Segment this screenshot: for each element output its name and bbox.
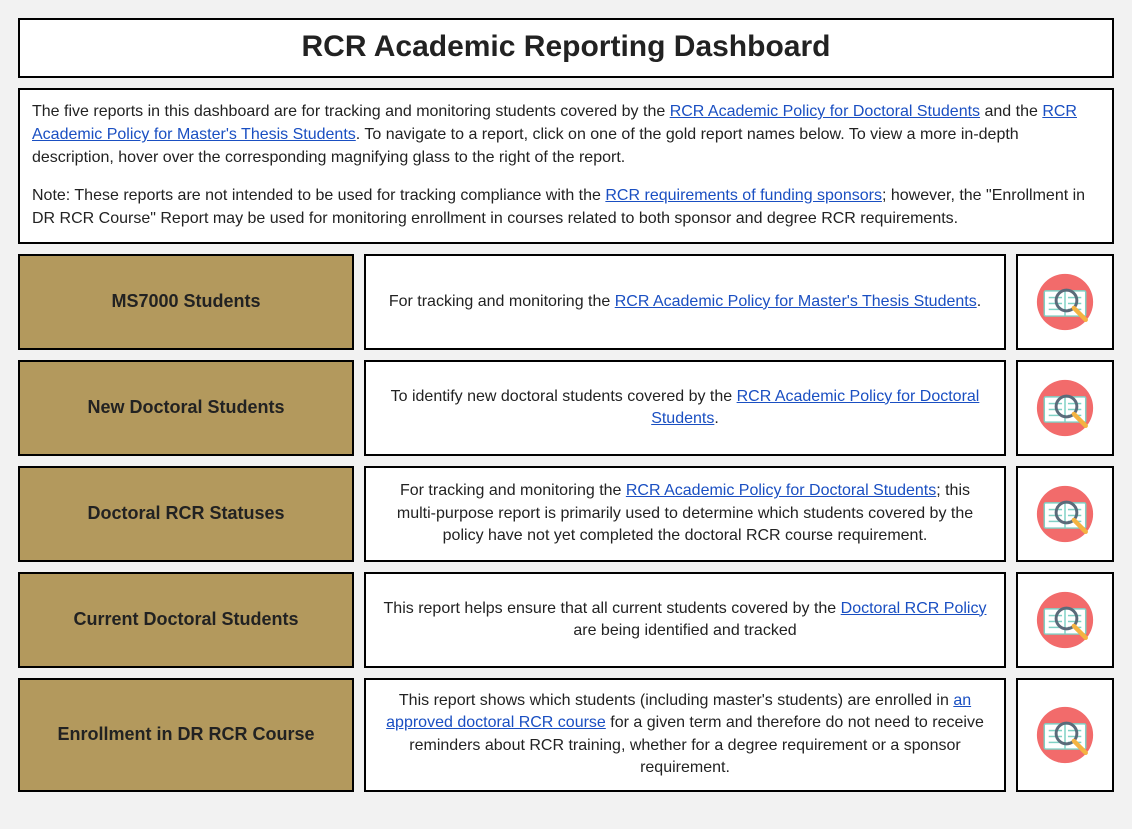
link-sponsor-requirements[interactable]: RCR requirements of funding sponsors	[605, 187, 882, 204]
magnifying-glass-icon	[1028, 371, 1102, 445]
dashboard-container: RCR Academic Reporting Dashboard The fiv…	[18, 18, 1114, 792]
magnifying-glass-icon	[1028, 265, 1102, 339]
report-label-enrollment[interactable]: Enrollment in DR RCR Course	[18, 678, 354, 792]
desc-text: For tracking and monitoring the	[389, 293, 615, 310]
magnify-detail-button[interactable]	[1016, 360, 1114, 456]
report-description: To identify new doctoral students covere…	[364, 360, 1006, 456]
report-description: For tracking and monitoring the RCR Acad…	[364, 254, 1006, 350]
magnify-detail-button[interactable]	[1016, 678, 1114, 792]
report-row: Enrollment in DR RCR Course This report …	[18, 678, 1114, 792]
magnify-detail-button[interactable]	[1016, 254, 1114, 350]
report-label-text: Current Doctoral Students	[73, 609, 298, 630]
report-description: For tracking and monitoring the RCR Acad…	[364, 466, 1006, 562]
magnifying-glass-icon	[1028, 698, 1102, 772]
report-label-doctoral-statuses[interactable]: Doctoral RCR Statuses	[18, 466, 354, 562]
intro-paragraph-2: Note: These reports are not intended to …	[32, 184, 1100, 230]
link-doctoral-policy[interactable]: RCR Academic Policy for Doctoral Student…	[626, 482, 936, 499]
report-label-text: Enrollment in DR RCR Course	[57, 724, 314, 745]
intro-box: The five reports in this dashboard are f…	[18, 88, 1114, 244]
intro-text: and the	[980, 103, 1042, 120]
desc-text: This report helps ensure that all curren…	[384, 600, 841, 617]
report-label-text: MS7000 Students	[111, 291, 260, 312]
link-doctoral-policy[interactable]: RCR Academic Policy for Doctoral Student…	[670, 103, 980, 120]
report-label-text: New Doctoral Students	[87, 397, 284, 418]
desc-text: .	[714, 410, 718, 427]
magnifying-glass-icon	[1028, 477, 1102, 551]
report-row: Current Doctoral Students This report he…	[18, 572, 1114, 668]
page-title: RCR Academic Reporting Dashboard	[28, 30, 1104, 64]
report-description: This report shows which students (includ…	[364, 678, 1006, 792]
intro-text: Note: These reports are not intended to …	[32, 187, 605, 204]
magnify-detail-button[interactable]	[1016, 466, 1114, 562]
link-masters-policy[interactable]: RCR Academic Policy for Master's Thesis …	[615, 293, 977, 310]
report-row: Doctoral RCR Statuses For tracking and m…	[18, 466, 1114, 562]
report-label-ms7000[interactable]: MS7000 Students	[18, 254, 354, 350]
report-row: MS7000 Students For tracking and monitor…	[18, 254, 1114, 350]
title-box: RCR Academic Reporting Dashboard	[18, 18, 1114, 78]
report-label-text: Doctoral RCR Statuses	[87, 503, 284, 524]
intro-text: The five reports in this dashboard are f…	[32, 103, 670, 120]
report-label-new-doctoral[interactable]: New Doctoral Students	[18, 360, 354, 456]
magnifying-glass-icon	[1028, 583, 1102, 657]
desc-text: To identify new doctoral students covere…	[391, 388, 737, 405]
desc-text: This report shows which students (includ…	[399, 692, 953, 709]
report-label-current-doctoral[interactable]: Current Doctoral Students	[18, 572, 354, 668]
report-row: New Doctoral Students To identify new do…	[18, 360, 1114, 456]
desc-text: .	[977, 293, 981, 310]
intro-paragraph-1: The five reports in this dashboard are f…	[32, 100, 1100, 170]
desc-text: For tracking and monitoring the	[400, 482, 626, 499]
link-doctoral-policy[interactable]: Doctoral RCR Policy	[841, 600, 987, 617]
magnify-detail-button[interactable]	[1016, 572, 1114, 668]
desc-text: are being identified and tracked	[573, 622, 796, 639]
report-description: This report helps ensure that all curren…	[364, 572, 1006, 668]
